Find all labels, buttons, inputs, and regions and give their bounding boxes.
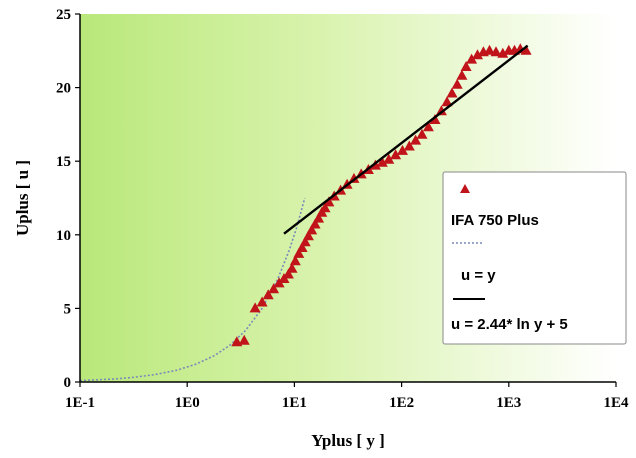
- x-tick-label: 1E-1: [65, 395, 95, 411]
- y-tick-label: 5: [64, 301, 72, 317]
- data-point-ifa750: [410, 134, 422, 145]
- data-point-ifa750: [390, 149, 402, 160]
- legend-label-ifa750: IFA 750 Plus: [451, 212, 539, 229]
- data-point-ifa750: [460, 61, 472, 71]
- data-point-ifa750: [293, 247, 305, 258]
- data-point-ifa750: [490, 46, 502, 57]
- data-point-ifa750: [262, 289, 274, 300]
- data-point-ifa750: [249, 302, 261, 313]
- y-tick-label: 0: [64, 375, 72, 391]
- data-point-ifa750: [313, 212, 325, 223]
- data-point-ifa750: [289, 255, 301, 266]
- y-tick-label: 10: [56, 228, 71, 244]
- data-point-ifa750: [376, 156, 388, 167]
- x-tick-label: 1E2: [389, 395, 414, 411]
- x-tick-label: 1E1: [282, 395, 307, 411]
- x-axis-title: Yplus [ y ]: [311, 431, 385, 450]
- x-tick-label: 1E4: [603, 395, 629, 411]
- y-axis-ticks: 0 5 10 15 20 25: [56, 7, 80, 391]
- data-point-ifa750: [268, 283, 280, 294]
- y-tick-label: 25: [56, 7, 71, 23]
- legend-label-log-law: u = 2.44* ln y + 5: [451, 316, 568, 333]
- data-point-ifa750: [403, 140, 415, 151]
- log-law-series-group: [283, 44, 529, 235]
- legend-box: [442, 171, 627, 345]
- data-point-ifa750: [520, 44, 532, 55]
- data-point-ifa750: [286, 262, 298, 273]
- series-u-equals-y: [79, 197, 306, 382]
- data-point-ifa750: [497, 47, 509, 58]
- data-point-ifa750: [319, 202, 331, 213]
- legend-marker-triangle: [460, 184, 470, 193]
- legend: IFA 750 Plus u = y u = 2.44* ln y + 5: [442, 171, 627, 345]
- y-tick-label: 20: [56, 81, 71, 97]
- data-point-ifa750: [416, 128, 428, 139]
- data-point-ifa750: [466, 53, 478, 64]
- data-point-ifa750: [238, 334, 250, 345]
- data-point-ifa750: [383, 153, 395, 164]
- data-point-ifa750: [435, 105, 447, 116]
- data-point-ifa750: [484, 44, 495, 55]
- data-point-ifa750: [306, 224, 318, 235]
- x-tick-label: 1E0: [175, 395, 200, 411]
- data-point-ifa750: [323, 196, 335, 207]
- data-point-ifa750: [472, 49, 483, 60]
- data-point-ifa750: [302, 230, 314, 241]
- data-point-ifa750: [446, 87, 458, 98]
- x-axis-ticks: 1E-1 1E0 1E1 1E2 1E3 1E4: [65, 382, 629, 411]
- data-point-ifa750: [397, 144, 408, 155]
- data-point-ifa750: [456, 69, 468, 80]
- y-tick-label: 15: [56, 154, 71, 170]
- series-log-law-line: [283, 44, 529, 235]
- data-point-ifa750: [296, 242, 308, 252]
- data-point-ifa750: [256, 296, 268, 307]
- y-axis-title: Uplus [ u ]: [13, 160, 32, 236]
- x-tick-label: 1E3: [496, 395, 521, 411]
- data-point-ifa750: [422, 121, 434, 132]
- data-point-ifa750: [441, 96, 453, 107]
- data-point-ifa750: [429, 114, 441, 124]
- data-point-ifa750: [309, 218, 321, 229]
- legend-label-u-eq-y: u = y: [461, 267, 496, 284]
- data-point-ifa750: [282, 268, 294, 279]
- data-point-ifa750: [451, 78, 463, 89]
- dotted-series-group: [79, 197, 306, 382]
- data-point-ifa750: [299, 236, 311, 247]
